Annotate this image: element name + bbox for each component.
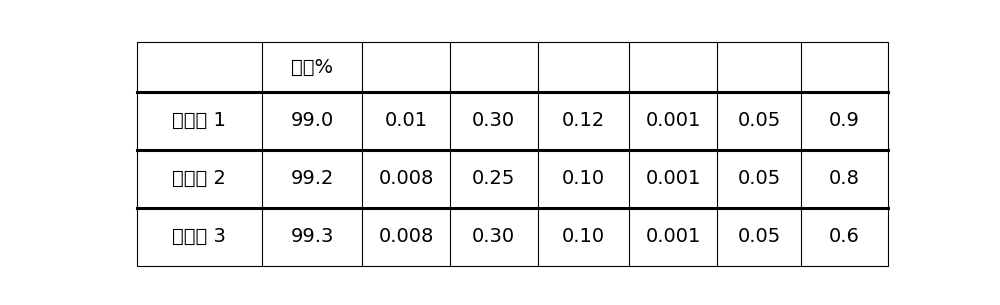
Text: 实施例 3: 实施例 3 [172,227,226,246]
Text: 0.12: 0.12 [562,111,605,130]
Text: 实施例 1: 实施例 1 [172,111,226,130]
Text: 0.001: 0.001 [646,111,701,130]
Text: 0.001: 0.001 [646,169,701,188]
Text: 99.0: 99.0 [290,111,334,130]
Text: 0.9: 0.9 [829,111,860,130]
Text: 0.10: 0.10 [562,169,605,188]
Text: 0.10: 0.10 [562,227,605,246]
Text: 0.008: 0.008 [378,169,434,188]
Text: 0.30: 0.30 [472,227,515,246]
Text: 0.01: 0.01 [384,111,428,130]
Text: 99.3: 99.3 [290,227,334,246]
Text: 0.05: 0.05 [737,227,781,246]
Text: 基）%: 基）% [291,58,333,77]
Text: 0.001: 0.001 [646,227,701,246]
Text: 0.8: 0.8 [829,169,860,188]
Text: 99.2: 99.2 [290,169,334,188]
Text: 0.25: 0.25 [472,169,515,188]
Text: 0.05: 0.05 [737,111,781,130]
Text: 0.6: 0.6 [829,227,860,246]
Text: 0.008: 0.008 [378,227,434,246]
Text: 实施例 2: 实施例 2 [172,169,226,188]
Text: 0.05: 0.05 [737,169,781,188]
Text: 0.30: 0.30 [472,111,515,130]
